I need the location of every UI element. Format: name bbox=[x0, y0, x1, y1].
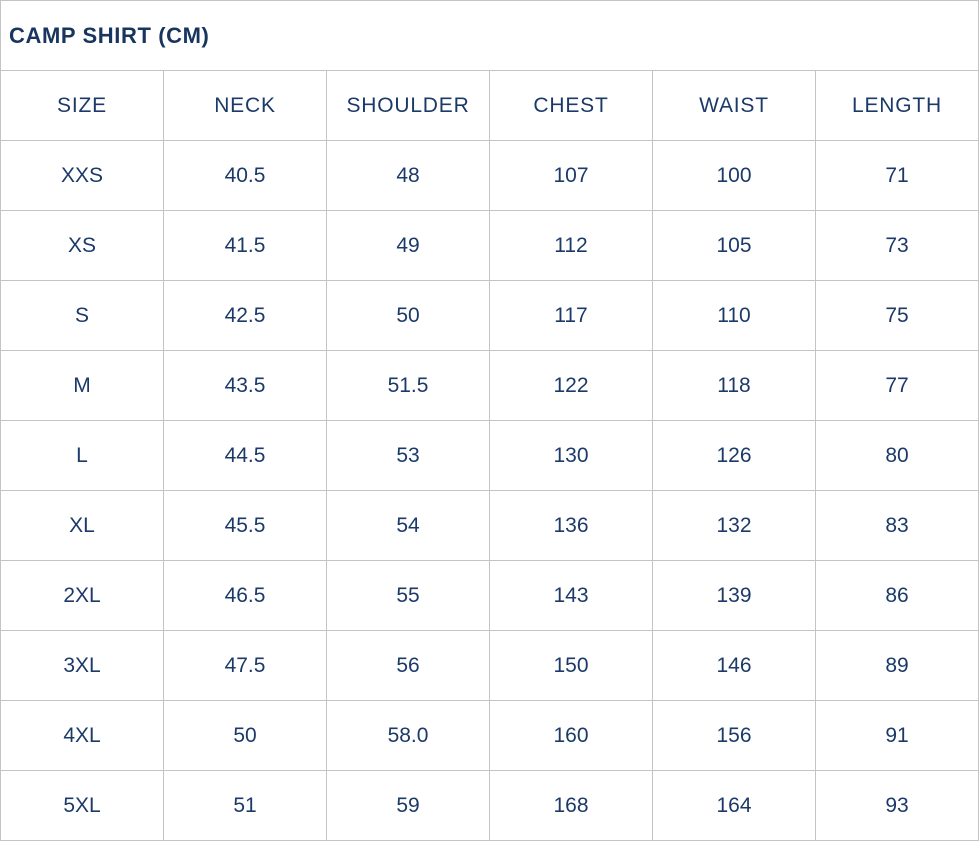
measurement-cell: 146 bbox=[652, 630, 816, 701]
measurement-cell: 44.5 bbox=[163, 420, 327, 491]
measurement-cell: 50 bbox=[326, 280, 490, 351]
measurement-cell: 40.5 bbox=[163, 140, 327, 211]
table-row: XL 45.5 54 136 132 83 bbox=[0, 490, 979, 561]
measurement-cell: 50 bbox=[163, 700, 327, 771]
measurement-cell: 51.5 bbox=[326, 350, 490, 421]
column-header-chest: CHEST bbox=[489, 70, 653, 141]
size-cell: XL bbox=[0, 490, 164, 561]
size-cell: S bbox=[0, 280, 164, 351]
size-cell: XXS bbox=[0, 140, 164, 211]
measurement-cell: 139 bbox=[652, 560, 816, 631]
measurement-cell: 75 bbox=[815, 280, 979, 351]
measurement-cell: 168 bbox=[489, 770, 653, 841]
measurement-cell: 130 bbox=[489, 420, 653, 491]
measurement-cell: 136 bbox=[489, 490, 653, 561]
measurement-cell: 164 bbox=[652, 770, 816, 841]
measurement-cell: 110 bbox=[652, 280, 816, 351]
measurement-cell: 59 bbox=[326, 770, 490, 841]
size-chart-table: SIZE NECK SHOULDER CHEST WAIST LENGTH XX… bbox=[0, 70, 979, 841]
measurement-cell: 132 bbox=[652, 490, 816, 561]
size-cell: M bbox=[0, 350, 164, 421]
measurement-cell: 41.5 bbox=[163, 210, 327, 281]
table-row: L 44.5 53 130 126 80 bbox=[0, 420, 979, 491]
header-row: SIZE NECK SHOULDER CHEST WAIST LENGTH bbox=[0, 70, 979, 141]
size-cell: L bbox=[0, 420, 164, 491]
measurement-cell: 53 bbox=[326, 420, 490, 491]
chart-title-bar: CAMP SHIRT (CM) bbox=[0, 0, 979, 70]
table-row: 5XL 51 59 168 164 93 bbox=[0, 770, 979, 841]
size-cell: 3XL bbox=[0, 630, 164, 701]
measurement-cell: 93 bbox=[815, 770, 979, 841]
column-header-size: SIZE bbox=[0, 70, 164, 141]
measurement-cell: 42.5 bbox=[163, 280, 327, 351]
measurement-cell: 126 bbox=[652, 420, 816, 491]
measurement-cell: 100 bbox=[652, 140, 816, 211]
measurement-cell: 77 bbox=[815, 350, 979, 421]
measurement-cell: 156 bbox=[652, 700, 816, 771]
measurement-cell: 48 bbox=[326, 140, 490, 211]
measurement-cell: 73 bbox=[815, 210, 979, 281]
table-row: XS 41.5 49 112 105 73 bbox=[0, 210, 979, 281]
measurement-cell: 112 bbox=[489, 210, 653, 281]
measurement-cell: 49 bbox=[326, 210, 490, 281]
size-cell: 5XL bbox=[0, 770, 164, 841]
size-cell: XS bbox=[0, 210, 164, 281]
table-row: XXS 40.5 48 107 100 71 bbox=[0, 140, 979, 211]
table-row: S 42.5 50 117 110 75 bbox=[0, 280, 979, 351]
size-cell: 2XL bbox=[0, 560, 164, 631]
measurement-cell: 45.5 bbox=[163, 490, 327, 561]
measurement-cell: 118 bbox=[652, 350, 816, 421]
measurement-cell: 143 bbox=[489, 560, 653, 631]
table-row: 2XL 46.5 55 143 139 86 bbox=[0, 560, 979, 631]
measurement-cell: 71 bbox=[815, 140, 979, 211]
measurement-cell: 117 bbox=[489, 280, 653, 351]
measurement-cell: 56 bbox=[326, 630, 490, 701]
column-header-length: LENGTH bbox=[815, 70, 979, 141]
measurement-cell: 43.5 bbox=[163, 350, 327, 421]
column-header-shoulder: SHOULDER bbox=[326, 70, 490, 141]
column-header-neck: NECK bbox=[163, 70, 327, 141]
measurement-cell: 83 bbox=[815, 490, 979, 561]
measurement-cell: 47.5 bbox=[163, 630, 327, 701]
chart-title: CAMP SHIRT (CM) bbox=[9, 22, 210, 48]
measurement-cell: 55 bbox=[326, 560, 490, 631]
measurement-cell: 51 bbox=[163, 770, 327, 841]
table-row: 3XL 47.5 56 150 146 89 bbox=[0, 630, 979, 701]
measurement-cell: 150 bbox=[489, 630, 653, 701]
measurement-cell: 160 bbox=[489, 700, 653, 771]
measurement-cell: 46.5 bbox=[163, 560, 327, 631]
measurement-cell: 105 bbox=[652, 210, 816, 281]
measurement-cell: 54 bbox=[326, 490, 490, 561]
measurement-cell: 122 bbox=[489, 350, 653, 421]
measurement-cell: 91 bbox=[815, 700, 979, 771]
measurement-cell: 58.0 bbox=[326, 700, 490, 771]
measurement-cell: 80 bbox=[815, 420, 979, 491]
measurement-cell: 86 bbox=[815, 560, 979, 631]
table-row: M 43.5 51.5 122 118 77 bbox=[0, 350, 979, 421]
measurement-cell: 107 bbox=[489, 140, 653, 211]
column-header-waist: WAIST bbox=[652, 70, 816, 141]
table-row: 4XL 50 58.0 160 156 91 bbox=[0, 700, 979, 771]
measurement-cell: 89 bbox=[815, 630, 979, 701]
size-cell: 4XL bbox=[0, 700, 164, 771]
